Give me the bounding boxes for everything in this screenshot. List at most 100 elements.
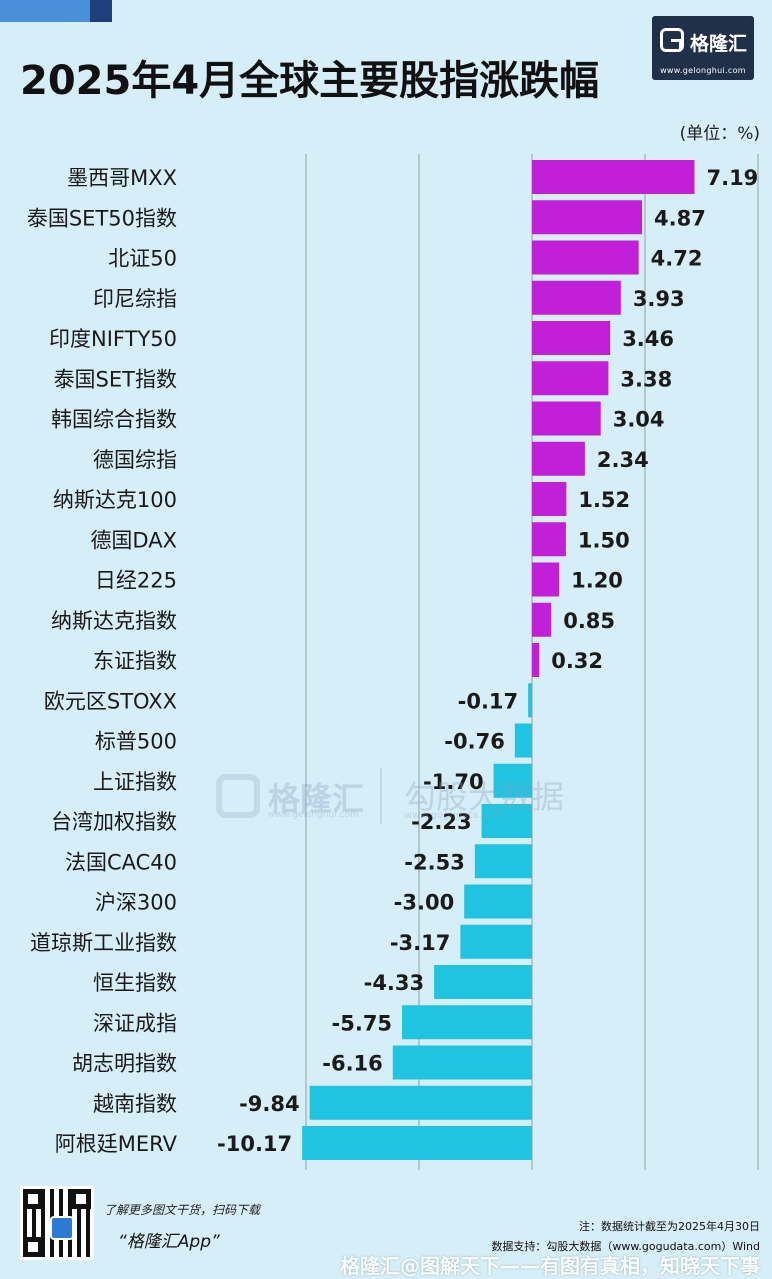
top-accent-bar xyxy=(0,0,90,22)
bar xyxy=(309,1085,532,1120)
category-label: 东证指数 xyxy=(93,649,177,673)
qr-finder-top-right xyxy=(71,1189,91,1209)
brand-logo-name: 格隆汇 xyxy=(690,33,748,55)
bar xyxy=(532,200,643,235)
bar xyxy=(434,965,532,999)
category-label: 沪深300 xyxy=(95,891,177,915)
brand-logo: 格隆汇 www.gelonghui.com xyxy=(652,16,754,80)
app-name: “格隆汇App” xyxy=(118,1232,220,1252)
brand-logo-url: www.gelonghui.com xyxy=(660,66,746,75)
data-label: -9.84 xyxy=(239,1092,300,1116)
category-label: 阿根廷MERV xyxy=(55,1132,178,1156)
data-label: 1.50 xyxy=(578,528,630,552)
qr-finder-top-left xyxy=(23,1189,43,1209)
data-label: 3.93 xyxy=(633,287,685,311)
data-label: -6.16 xyxy=(322,1052,383,1076)
category-label: 纳斯达克100 xyxy=(53,488,177,512)
bar xyxy=(532,361,609,396)
watermark-data-url: www.gogudata.com xyxy=(404,810,504,821)
bar xyxy=(302,1126,532,1160)
data-source: 数据支持：勾股大数据（www.gogudata.com）Wind xyxy=(491,1240,760,1253)
bar xyxy=(474,844,532,879)
data-label: -0.76 xyxy=(444,730,505,754)
bar xyxy=(532,643,540,677)
category-label: 恒生指数 xyxy=(93,971,177,995)
qr-app-icon xyxy=(50,1216,74,1240)
data-label: 1.52 xyxy=(578,488,630,512)
bar xyxy=(481,804,532,838)
bar xyxy=(532,321,611,355)
bar xyxy=(532,280,621,315)
category-label: 法国CAC40 xyxy=(65,850,177,874)
top-accent-bar-dark xyxy=(90,0,112,22)
category-label: 泰国SET指数 xyxy=(54,367,177,391)
category-label: 韩国综合指数 xyxy=(51,408,177,432)
platform-watermark: 格隆汇@图解天下——有图有真相，知晓天下事 xyxy=(340,1254,760,1278)
bar xyxy=(460,924,532,959)
bar xyxy=(514,723,532,758)
watermark-brand: 格隆汇 xyxy=(268,780,365,818)
data-label: -3.17 xyxy=(390,931,451,955)
category-label: 北证50 xyxy=(108,247,177,271)
data-label: 2.34 xyxy=(597,448,649,472)
page-title: 2025年4月全球主要股指涨跌幅 xyxy=(20,58,600,104)
bar xyxy=(392,1045,532,1080)
category-label: 道琼斯工业指数 xyxy=(30,931,177,955)
watermark-logo-icon xyxy=(216,774,260,818)
category-label: 标普500 xyxy=(95,730,177,754)
bar xyxy=(532,602,552,637)
category-label: 泰国SET50指数 xyxy=(27,206,177,230)
watermark-brand-url: www.gelonghui.com xyxy=(268,810,359,820)
category-label: 印度NIFTY50 xyxy=(49,327,177,351)
bar xyxy=(528,683,532,718)
qr-finder-bottom-left xyxy=(23,1237,43,1257)
qr-prompt: 了解更多图文干货，扫码下载 xyxy=(104,1203,261,1217)
bar xyxy=(493,763,532,798)
data-label: 1.20 xyxy=(571,569,623,593)
bar xyxy=(532,441,585,476)
bar xyxy=(464,884,532,919)
category-label: 越南指数 xyxy=(93,1092,177,1116)
data-label: 3.04 xyxy=(613,408,665,432)
data-label: -2.23 xyxy=(411,810,472,834)
unit-label: (单位：%) xyxy=(679,124,760,144)
data-label: 4.87 xyxy=(654,206,706,230)
data-label: -5.75 xyxy=(332,1011,393,1035)
data-label: 0.85 xyxy=(563,609,615,633)
bar xyxy=(402,1005,532,1040)
bar xyxy=(532,240,639,275)
data-label: 0.32 xyxy=(551,649,603,673)
category-label: 台湾加权指数 xyxy=(51,810,177,834)
data-label: 4.72 xyxy=(651,247,703,271)
watermark-data-brand: 勾股大数据 xyxy=(404,778,565,816)
category-label: 胡志明指数 xyxy=(72,1052,177,1076)
category-label: 深证成指 xyxy=(93,1011,177,1035)
category-label: 德国DAX xyxy=(90,528,177,552)
bar xyxy=(532,562,560,597)
category-label: 上证指数 xyxy=(93,770,177,794)
bar xyxy=(532,160,695,194)
bar-chart: 墨西哥MXX 7.19 泰国SET50指数 4.87 北证50 4.72 印尼综指 3.93 印… xyxy=(27,154,759,1170)
data-label: 3.46 xyxy=(622,327,674,351)
watermark-divider xyxy=(380,768,382,824)
data-label: -2.53 xyxy=(404,850,465,874)
center-watermark: 格隆汇 www.gelonghui.com 勾股大数据 www.gogudata… xyxy=(216,766,576,826)
data-label: -10.17 xyxy=(217,1132,292,1156)
data-label: 7.19 xyxy=(706,166,758,190)
category-label: 墨西哥MXX xyxy=(67,166,177,190)
data-note: 注：数据统计截至为2025年4月30日 xyxy=(579,1220,760,1233)
category-label: 印尼综指 xyxy=(93,287,177,311)
qr-code[interactable] xyxy=(20,1186,94,1260)
category-label: 纳斯达克指数 xyxy=(51,609,177,633)
data-label: -4.33 xyxy=(364,971,425,995)
data-label: -1.70 xyxy=(423,770,484,794)
category-label: 日经225 xyxy=(95,569,177,593)
bar xyxy=(532,522,566,557)
data-label: -3.00 xyxy=(394,891,455,915)
category-label: 德国综指 xyxy=(93,448,177,472)
bar xyxy=(532,482,567,516)
brand-logo-icon xyxy=(660,28,684,52)
data-label: 3.38 xyxy=(620,367,672,391)
bar xyxy=(532,401,601,436)
category-label: 欧元区STOXX xyxy=(44,689,177,713)
